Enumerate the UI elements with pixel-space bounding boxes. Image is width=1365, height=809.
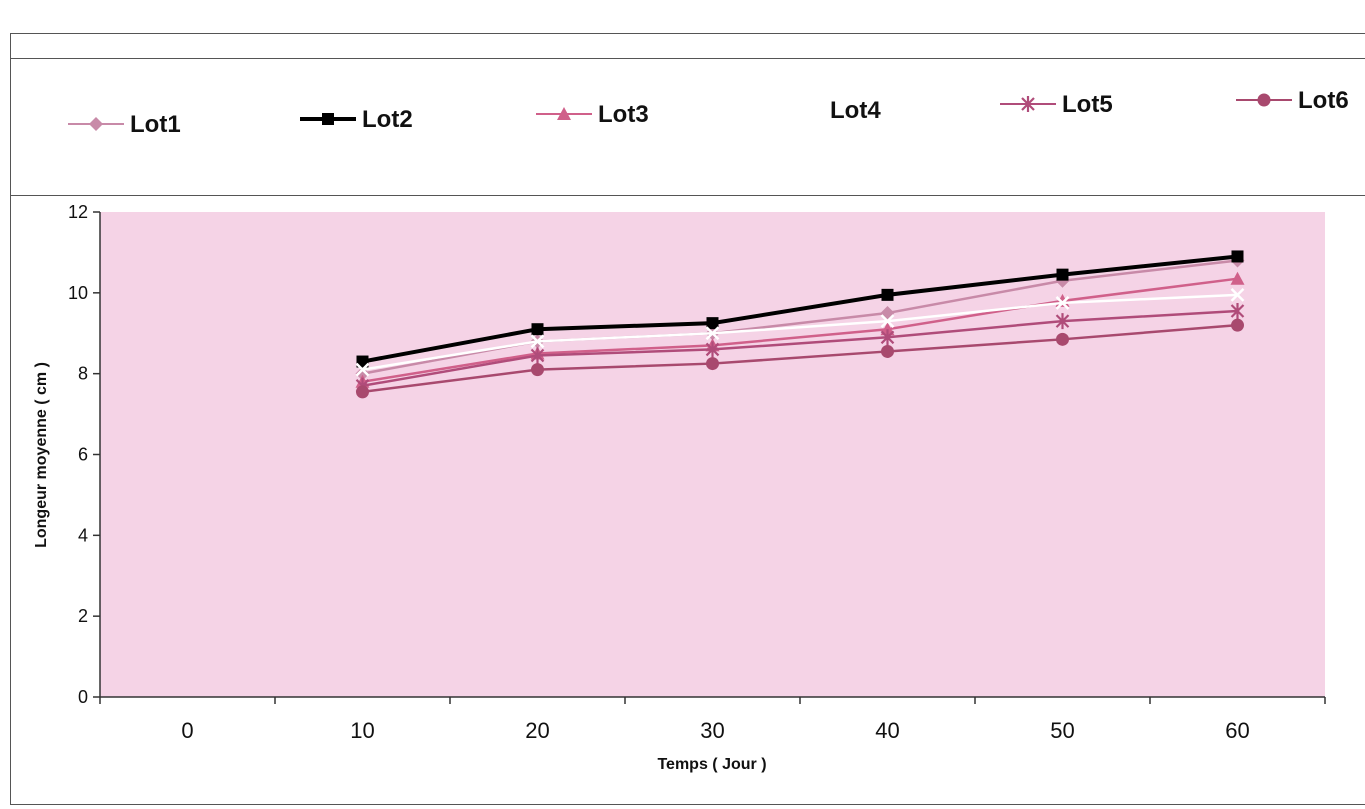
data-point — [1230, 303, 1245, 320]
data-point — [530, 334, 545, 349]
data-point — [1056, 268, 1069, 281]
y-tick-label: 4 — [78, 525, 88, 545]
x-tick-label: 20 — [525, 718, 549, 743]
legend-label: Lot5 — [1062, 91, 1113, 118]
data-point — [881, 344, 894, 358]
x-tick-label: 0 — [181, 718, 193, 743]
x-tick-label: 50 — [1050, 718, 1074, 743]
legend-item-lot4: Lot4 — [762, 97, 881, 124]
x-tick-label: 30 — [700, 718, 724, 743]
data-point — [1230, 271, 1245, 285]
series-line — [362, 293, 1238, 371]
series-line — [362, 254, 1238, 364]
data-point — [1231, 250, 1244, 263]
data-point — [557, 107, 571, 120]
legend: Lot1 Lot2 Lot3 Lot4 Lot5 Lot6 — [68, 87, 1349, 138]
legend-item-lot3: Lot3 — [536, 101, 649, 128]
plot-area — [100, 212, 1325, 697]
series-line — [362, 323, 1238, 394]
y-tick-label: 8 — [78, 364, 88, 384]
series-line — [362, 277, 1238, 383]
series-lot6 — [356, 318, 1244, 399]
y-tick-label: 0 — [78, 687, 88, 707]
legend-bottom-border — [10, 195, 1365, 196]
series-lot2 — [356, 250, 1244, 368]
data-point — [783, 103, 797, 117]
data-point — [530, 347, 545, 364]
series-lines — [355, 250, 1245, 399]
y-tick-label: 6 — [78, 445, 88, 465]
data-point — [706, 317, 719, 330]
data-point — [356, 355, 369, 368]
legend-label: Lot2 — [362, 106, 413, 133]
data-point — [89, 117, 103, 131]
data-point — [322, 113, 334, 125]
y-ticks: 0 2 4 6 8 10 12 — [68, 202, 100, 707]
series-lot4 — [355, 287, 1245, 377]
data-point — [1230, 287, 1245, 302]
x-tick-label: 60 — [1225, 718, 1249, 743]
legend-item-lot2: Lot2 — [300, 106, 413, 133]
legend-label: Lot6 — [1298, 87, 1349, 114]
x-axis-title: Temps ( Jour ) — [657, 756, 766, 773]
data-point — [1055, 296, 1070, 310]
legend-label: Lot4 — [830, 97, 881, 124]
legend-label: Lot3 — [598, 101, 649, 128]
legend-label: Lot1 — [130, 111, 181, 138]
data-point — [1056, 332, 1069, 346]
data-point — [1055, 313, 1070, 330]
x-tick-label: 40 — [875, 718, 899, 743]
x-tick-label: 10 — [350, 718, 374, 743]
data-point — [355, 362, 370, 377]
legend-item-lot1: Lot1 — [68, 111, 181, 138]
legend-top-border — [10, 58, 1365, 59]
data-point — [880, 314, 895, 329]
data-point — [880, 322, 895, 336]
data-point — [880, 329, 895, 346]
y-axis-title: Longeur moyenne ( cm ) — [33, 362, 50, 548]
data-point — [705, 341, 720, 358]
series-lot5 — [355, 303, 1245, 394]
data-point — [1231, 318, 1244, 332]
chart-frame — [10, 33, 1365, 805]
y-tick-label: 12 — [68, 202, 88, 222]
data-point — [531, 363, 544, 377]
data-point — [1257, 93, 1271, 107]
x-ticks: 0 10 20 30 40 50 60 — [99, 697, 1326, 743]
data-point — [531, 323, 544, 336]
legend-item-lot6: Lot6 — [1236, 87, 1349, 114]
data-point — [356, 385, 369, 399]
y-tick-label: 2 — [78, 606, 88, 626]
legend-item-lot5: Lot5 — [1000, 91, 1113, 118]
data-point — [881, 288, 894, 301]
data-point — [1021, 96, 1035, 112]
series-line — [362, 309, 1238, 388]
data-point — [706, 357, 719, 371]
data-point — [705, 326, 720, 341]
y-tick-label: 10 — [68, 283, 88, 303]
